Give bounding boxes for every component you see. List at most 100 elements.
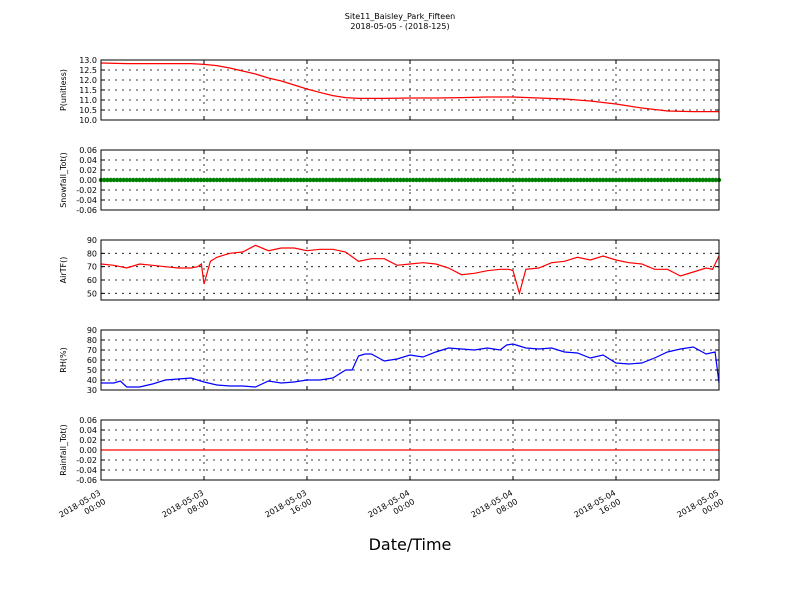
y-tick-label: 50 — [87, 366, 97, 375]
data-point — [549, 177, 554, 183]
data-point — [108, 177, 113, 183]
y-tick-label: 80 — [87, 249, 97, 258]
y-axis-label: RH(%) — [59, 347, 68, 372]
data-point — [588, 177, 593, 183]
data-point — [662, 177, 667, 183]
data-point — [510, 177, 516, 183]
data-point — [694, 177, 699, 183]
data-point — [617, 177, 622, 183]
data-point — [600, 177, 606, 183]
data-point — [308, 177, 313, 183]
data-point — [121, 177, 126, 183]
y-tick-label: 30 — [87, 386, 97, 395]
data-point — [163, 177, 168, 183]
data-point — [652, 177, 657, 183]
data-point — [224, 177, 229, 183]
data-point — [404, 177, 409, 183]
data-point — [327, 177, 332, 183]
data-point — [285, 177, 290, 183]
data-point — [678, 177, 683, 183]
data-point — [369, 177, 374, 183]
panel-3: 50 60 70 80 90 AirTF() — [59, 236, 720, 301]
y-tick-label: 11.5 — [79, 86, 97, 95]
y-tick-label: 40 — [87, 376, 97, 385]
data-point — [336, 177, 342, 183]
series-line-4 — [101, 343, 720, 388]
data-point — [401, 177, 406, 183]
data-point — [581, 177, 587, 183]
chart-subtitle: 2018-05-05 - (2018-125) — [350, 22, 449, 31]
data-point — [636, 177, 641, 183]
data-point — [182, 177, 187, 183]
data-point — [259, 177, 265, 183]
y-tick-label: -0.06 — [76, 476, 97, 485]
y-tick-label: -0.02 — [76, 456, 97, 465]
y-tick-label: -0.04 — [76, 466, 97, 475]
data-point — [655, 177, 661, 183]
y-tick-label: 0.04 — [79, 156, 97, 165]
data-point — [172, 177, 178, 183]
data-point — [359, 177, 364, 183]
data-point — [330, 177, 335, 183]
data-point — [137, 177, 142, 183]
data-point — [571, 177, 577, 183]
chart-title: Site11_Baisley_Park_Fifteen — [345, 12, 455, 21]
data-point — [201, 177, 207, 183]
data-point — [613, 177, 619, 183]
data-point — [607, 177, 612, 183]
data-point — [623, 177, 628, 183]
data-point — [604, 177, 609, 183]
data-point — [291, 177, 297, 183]
data-point — [156, 177, 162, 183]
data-point — [555, 177, 561, 183]
y-tick-label: 0.00 — [79, 446, 97, 455]
data-point — [159, 177, 165, 183]
data-point — [179, 177, 184, 183]
data-point — [594, 177, 599, 183]
y-tick-label: 80 — [87, 336, 97, 345]
data-point — [279, 177, 284, 183]
data-point — [533, 177, 538, 183]
data-point — [697, 177, 702, 183]
data-point — [378, 177, 384, 183]
y-tick-label: 50 — [87, 289, 97, 298]
plot-frame — [100, 59, 720, 121]
y-tick-label: 0.00 — [79, 176, 97, 185]
data-point — [446, 177, 451, 183]
data-point — [681, 177, 686, 183]
data-point — [430, 177, 435, 183]
x-axis-label: Date/Time — [369, 535, 452, 554]
data-point — [626, 177, 632, 183]
data-point — [452, 177, 458, 183]
data-point — [504, 177, 509, 183]
data-point — [188, 177, 194, 183]
y-axis-label: P(unitless) — [59, 69, 68, 111]
data-point — [420, 177, 426, 183]
data-point — [343, 177, 348, 183]
data-point — [240, 177, 245, 183]
data-point — [674, 177, 680, 183]
series-line-3 — [100, 244, 720, 296]
data-point — [217, 177, 223, 183]
data-point — [645, 177, 651, 183]
data-point — [478, 177, 484, 183]
plot-frame — [100, 329, 720, 391]
data-point — [333, 177, 339, 183]
data-point — [388, 177, 393, 183]
data-point — [658, 177, 664, 183]
y-tick-label: 11.0 — [79, 96, 97, 105]
data-point — [365, 177, 371, 183]
y-axis-label: AirTF() — [59, 257, 68, 284]
data-point — [211, 177, 216, 183]
data-point — [227, 177, 232, 183]
data-point — [546, 177, 551, 183]
data-point — [185, 177, 191, 183]
data-point — [462, 177, 467, 183]
data-point — [465, 177, 471, 183]
data-point — [147, 177, 152, 183]
data-point — [262, 177, 268, 183]
data-point — [385, 177, 390, 183]
